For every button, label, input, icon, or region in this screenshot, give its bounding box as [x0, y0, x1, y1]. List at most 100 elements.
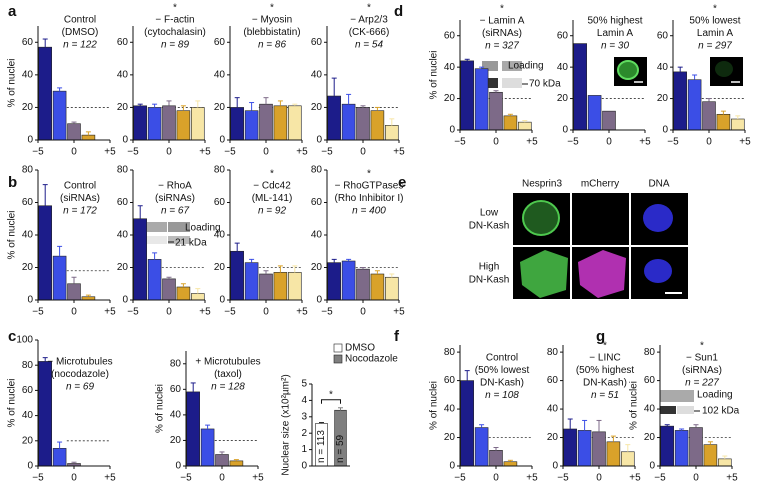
n-label: n = 67 — [161, 206, 190, 217]
inset-label: Loading — [185, 223, 221, 234]
bar — [460, 60, 474, 131]
y-tick-label: 80 — [547, 347, 559, 358]
y-tick-label: 40 — [22, 410, 34, 421]
nucleus — [644, 259, 672, 283]
bar — [356, 107, 370, 141]
y-tick-label: 100 — [16, 335, 33, 346]
bar — [703, 444, 718, 467]
bar — [38, 205, 52, 301]
y-tick-label: 0 — [219, 135, 225, 146]
x-tick-label: +5 — [629, 473, 641, 484]
x-tick-label: 0 — [493, 137, 499, 148]
chart-title: Lamin A — [597, 28, 633, 39]
chart-title: (siRNAs) — [60, 193, 100, 204]
y-tick-label: 40 — [22, 69, 34, 80]
blot — [482, 78, 498, 88]
x-tick-label: −5 — [654, 473, 666, 484]
y-tick-label: 80 — [117, 165, 129, 176]
bar — [288, 272, 302, 301]
y-tick-label: 60 — [547, 375, 559, 386]
x-tick-label: −5 — [224, 307, 236, 318]
significance: * — [713, 4, 717, 15]
n-label: n = 92 — [258, 206, 287, 217]
blot — [147, 222, 167, 232]
chart-title: − Cdc42 — [253, 181, 291, 192]
x-tick-label: −5 — [32, 473, 44, 484]
significance: * — [367, 3, 371, 14]
column-header: mCherry — [581, 179, 619, 190]
bar — [200, 428, 215, 467]
chart-title: − Myosin — [252, 15, 292, 26]
bar — [38, 46, 52, 141]
bar — [687, 79, 702, 131]
x-tick-label: 0 — [263, 147, 269, 158]
bar — [341, 260, 356, 301]
y-tick-label: 20 — [444, 93, 456, 104]
y-tick-label: 60 — [444, 30, 456, 41]
x-tick-label: +5 — [199, 307, 211, 318]
n-label: n = 69 — [66, 382, 95, 393]
y-tick-label: 40 — [311, 69, 323, 80]
bar — [606, 441, 621, 467]
inset-size: 21 kDa — [175, 238, 207, 249]
bar — [518, 121, 532, 131]
bar — [385, 276, 399, 301]
n-label: n = 172 — [63, 206, 97, 217]
blot — [660, 406, 676, 414]
x-tick-label: 0 — [606, 137, 612, 148]
chart-title: (cytochalasin) — [144, 27, 206, 38]
bar — [230, 250, 244, 301]
x-tick-label: +5 — [639, 137, 651, 148]
y-tick-label: 0 — [562, 125, 568, 136]
bar — [162, 105, 176, 141]
chart-title: Control — [64, 181, 96, 192]
y-tick-label: 40 — [117, 230, 129, 241]
y-tick-label: 0 — [27, 135, 33, 146]
y-tick-label: 40 — [644, 404, 656, 415]
bar — [215, 454, 229, 467]
y-tick-label: 0 — [662, 125, 668, 136]
n-label: n = 400 — [352, 206, 386, 217]
blot — [502, 61, 522, 71]
y-tick-label: 80 — [22, 165, 34, 176]
cell — [578, 250, 626, 298]
blot-inset: Loading 70 kDa — [482, 61, 561, 90]
x-tick-label: 0 — [219, 473, 225, 484]
bar — [718, 458, 732, 467]
blot — [482, 61, 498, 71]
bar — [133, 105, 147, 141]
nucleus — [522, 200, 560, 236]
x-tick-label: 0 — [263, 307, 269, 318]
chart-title: − RhoGTPases — [335, 181, 404, 192]
y-tick-label: 0 — [301, 461, 307, 472]
bar — [52, 255, 67, 301]
bar — [621, 451, 635, 467]
chart-title: − RhoA — [158, 181, 192, 192]
y-axis-label: Nuclear size (x10²µm²) — [281, 374, 292, 475]
chart-title: − Sun1 — [686, 353, 718, 364]
blot-inset: Loading 21 kDa — [147, 222, 221, 249]
cell — [520, 250, 568, 298]
row-label: Low — [480, 208, 499, 219]
y-tick-label: 20 — [22, 102, 34, 113]
bar — [147, 107, 162, 141]
x-tick-label: +5 — [104, 147, 116, 158]
y-tick-label: 0 — [122, 135, 128, 146]
y-tick-label: 60 — [117, 37, 129, 48]
y-tick-label: 2 — [301, 428, 307, 439]
y-tick-label: 5 — [301, 379, 307, 390]
bar — [67, 283, 81, 301]
n-label: n = 128 — [211, 382, 245, 393]
y-tick-label: 40 — [22, 230, 34, 241]
y-tick-label: 60 — [657, 30, 669, 41]
chart-title: − LINC — [589, 353, 620, 364]
x-tick-label: −5 — [127, 307, 139, 318]
bar — [716, 113, 731, 131]
y-tick-label: 40 — [311, 230, 323, 241]
chart-title: (siRNAs) — [155, 193, 195, 204]
bar — [385, 125, 399, 141]
bar — [259, 103, 273, 141]
y-tick-label: 0 — [649, 461, 655, 472]
y-tick-label: 4 — [301, 395, 307, 406]
